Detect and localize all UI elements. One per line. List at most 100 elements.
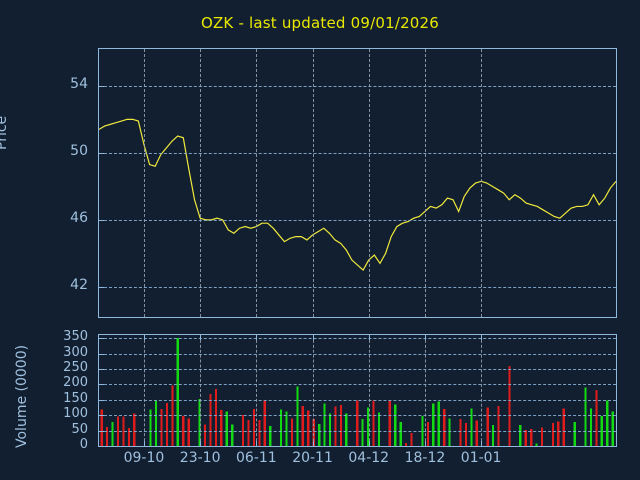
page-title: OZK - last updated 09/01/2026 [200,14,440,32]
volume-bar [356,400,359,446]
volume-axis-label: Volume (0000) [14,344,30,448]
volume-tick-label: 300 [63,344,88,360]
volume-bar [318,423,321,446]
price-vertical-gridline [143,49,145,317]
volume-vertical-gridline [481,335,483,446]
volume-tickmark [99,384,104,386]
volume-bar [366,407,370,446]
volume-bar [432,403,435,446]
volume-bar [551,422,554,446]
price-gridline [99,219,616,221]
volume-bar [334,406,337,446]
volume-top-tickmark [200,335,202,340]
volume-bar [165,402,169,446]
volume-bottom-tickmark [256,441,258,446]
volume-bar [225,411,228,446]
volume-bar [220,410,223,446]
volume-bottom-tickmark [368,441,370,446]
volume-bar [573,421,576,446]
volume-tickmark [99,338,104,340]
volume-bar [307,410,310,446]
volume-gridline [99,384,616,386]
price-vertical-gridline [424,49,426,317]
volume-bar [154,400,158,446]
volume-bar [557,421,560,446]
volume-bar [611,411,614,446]
volume-bar [252,409,256,446]
volume-tick-label: 150 [63,390,88,406]
volume-bar [214,388,217,446]
volume-bar [149,409,152,446]
volume-tick-label: 0 [79,437,88,452]
volume-bottom-tickmark [424,441,426,446]
x-tick-label: 18-12 [404,450,446,466]
volume-bar [160,409,163,446]
volume-bar [377,412,381,446]
volume-bar [269,425,272,446]
volume-bar [394,404,397,446]
price-tick-label: 50 [70,142,88,159]
volume-top-tickmark [424,335,426,340]
volume-top-tickmark [143,335,145,340]
volume-bar [279,409,283,446]
price-vertical-gridline [481,49,483,317]
volume-bar [606,400,609,446]
volume-bar [127,428,130,446]
volume-bar [405,442,408,446]
volume-tickmark [99,430,104,432]
volume-bar [470,408,473,446]
price-vertical-gridline [200,49,202,317]
price-gridline [99,152,616,154]
volume-bar [589,408,593,446]
volume-bar [562,408,565,446]
volume-bar [176,338,179,446]
volume-bar [524,429,527,446]
volume-bar [187,418,190,446]
volume-bottom-tickmark [200,441,202,446]
volume-bar [437,401,440,446]
volume-tick-label: 250 [63,359,88,375]
volume-tickmark [99,415,104,417]
volume-bar [584,387,587,446]
price-gridline [99,286,616,288]
volume-bar [203,424,207,446]
volume-gridline [99,399,616,401]
volume-bar [339,404,342,446]
volume-vertical-gridline [143,335,145,446]
volume-tickmark [99,353,104,355]
volume-bar [301,405,304,446]
volume-bar [426,421,429,446]
price-line [99,118,616,272]
x-tick-label: 20-11 [292,450,333,466]
volume-bar [263,400,266,446]
volume-plot-area [98,334,617,447]
price-gridline [99,85,616,87]
price-axis-label: Price [0,115,10,150]
volume-bar [448,418,451,446]
volume-gridline [99,430,616,432]
volume-top-tickmark [312,335,314,340]
volume-bar [530,429,533,446]
volume-bar [475,420,478,446]
volume-bar [388,400,391,446]
price-tick-label: 54 [70,75,88,92]
volume-top-tickmark [481,335,483,340]
volume-bottom-tickmark [481,441,483,446]
volume-tickmark [99,368,104,370]
volume-bar [492,425,495,446]
volume-bottom-tickmark [143,441,145,446]
volume-bottom-tickmark [312,441,314,446]
price-vertical-gridline [256,49,258,317]
volume-bar [497,405,500,446]
volume-bar [535,443,538,446]
volume-bar [106,426,109,446]
volume-vertical-gridline [368,335,370,446]
volume-vertical-gridline [312,335,314,446]
volume-bar [133,413,136,446]
volume-top-tickmark [256,335,258,340]
volume-bar [519,425,522,446]
volume-bar [345,413,348,446]
volume-vertical-gridline [200,335,202,446]
price-tickmark [99,286,104,288]
volume-bar [595,389,598,446]
